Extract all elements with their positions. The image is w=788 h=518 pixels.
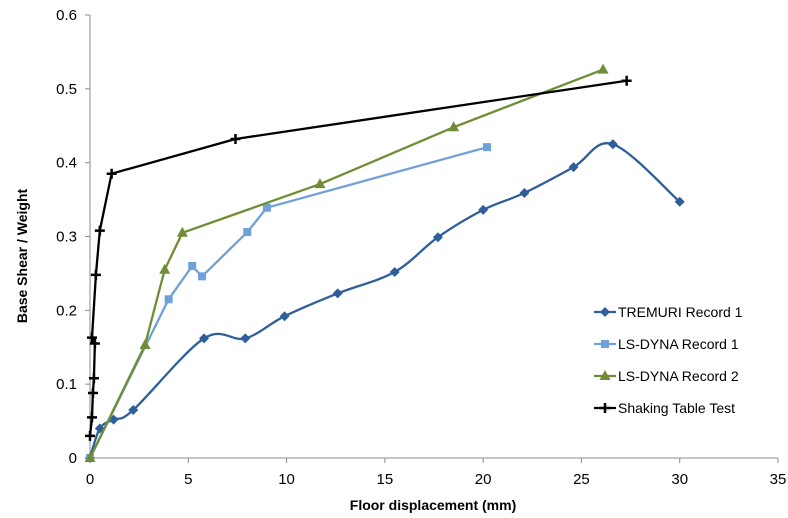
y-tick-label: 0.6 (56, 7, 77, 24)
data-point-ls-dyna-record-1 (164, 295, 173, 304)
legend-marker-ls-dyna-record-1 (601, 340, 609, 348)
data-point-shaking-table-test (85, 430, 95, 441)
data-point-ls-dyna-record-1 (483, 143, 492, 152)
x-tick-label: 0 (86, 471, 94, 488)
legend-label-ls-dyna-record-1: LS-DYNA Record 1 (618, 336, 739, 352)
x-axis-title: Floor displacement (mm) (350, 497, 516, 513)
legend: TREMURI Record 1 LS-DYNA Record 1 LS-DYNA … (594, 304, 743, 416)
data-point-tremuri-record-1 (128, 405, 139, 416)
y-tick-label: 0.3 (56, 229, 77, 246)
series-ls-dyna-record-1 (86, 143, 492, 462)
data-point-tremuri-record-1 (478, 204, 489, 215)
data-point-tremuri-record-1 (568, 162, 579, 173)
x-tick-label: 15 (377, 471, 394, 488)
data-point-shaking-table-test (621, 75, 632, 86)
data-point-shaking-table-test (230, 134, 241, 145)
data-point-shaking-table-test (87, 388, 98, 399)
data-point-ls-dyna-record-2 (139, 339, 151, 350)
y-tick-label: 0.1 (56, 376, 77, 393)
y-tick-label: 0 (69, 450, 77, 467)
y-tick-label: 0.4 (56, 155, 77, 172)
y-axis-title: Base Shear / Weight (14, 188, 30, 323)
x-tick-label: 20 (475, 471, 492, 488)
legend-marker-tremuri-record-1 (600, 307, 610, 317)
legend-label-shaking-table-test: Shaking Table Test (618, 400, 735, 416)
data-point-tremuri-record-1 (279, 311, 290, 322)
x-tick-label: 5 (184, 471, 192, 488)
data-point-shaking-table-test (89, 338, 100, 349)
data-point-ls-dyna-record-1 (198, 272, 207, 281)
data-point-ls-dyna-record-2 (159, 263, 171, 274)
data-point-ls-dyna-record-2 (84, 452, 96, 462)
data-point-shaking-table-test (90, 269, 101, 280)
data-point-ls-dyna-record-1 (243, 228, 252, 237)
data-point-ls-dyna-record-2 (176, 226, 188, 237)
data-point-ls-dyna-record-2 (448, 121, 460, 132)
data-point-tremuri-record-1 (674, 196, 685, 207)
series-tremuri-record-1 (85, 139, 685, 463)
series-line-ls-dyna-record-1 (88, 146, 488, 459)
plot-series (84, 63, 685, 463)
data-point-tremuri-record-1 (332, 288, 343, 299)
x-tick-label: 25 (573, 471, 590, 488)
data-point-ls-dyna-record-1 (188, 262, 197, 271)
data-point-tremuri-record-1 (432, 232, 443, 243)
data-point-tremuri-record-1 (199, 333, 210, 344)
legend-label-tremuri-record-1: TREMURI Record 1 (618, 304, 743, 320)
axes: 0 0.1 0.2 0.3 0.4 0.5 0.6 0 5 10 15 20 25 30 35 (56, 7, 786, 488)
data-point-tremuri-record-1 (240, 333, 251, 344)
data-point-shaking-table-test (94, 225, 105, 236)
y-tick-label: 0.2 (56, 302, 77, 319)
x-tick-label: 35 (770, 471, 787, 488)
data-point-ls-dyna-record-2 (314, 178, 326, 189)
data-point-tremuri-record-1 (519, 187, 530, 198)
series-line-tremuri-record-1 (88, 142, 681, 459)
data-point-shaking-table-test (86, 412, 97, 423)
data-point-tremuri-record-1 (389, 266, 400, 277)
data-point-shaking-table-test (86, 332, 97, 343)
data-point-ls-dyna-record-1 (262, 203, 271, 212)
data-point-ls-dyna-record-2 (597, 63, 609, 74)
legend-marker-shaking-table-test (600, 403, 610, 413)
data-point-shaking-table-test (88, 373, 99, 384)
data-point-shaking-table-test (106, 168, 117, 179)
x-tick-label: 30 (671, 471, 688, 488)
series-ls-dyna-record-2 (84, 63, 609, 462)
series-line-ls-dyna-record-2 (88, 68, 604, 459)
data-point-tremuri-record-1 (607, 139, 618, 150)
series-shaking-table-test (85, 75, 632, 441)
legend-marker-ls-dyna-record-2 (599, 370, 611, 380)
x-tick-label: 10 (278, 471, 295, 488)
y-tick-label: 0.5 (56, 81, 77, 98)
legend-label-ls-dyna-record-2: LS-DYNA Record 2 (618, 368, 739, 384)
